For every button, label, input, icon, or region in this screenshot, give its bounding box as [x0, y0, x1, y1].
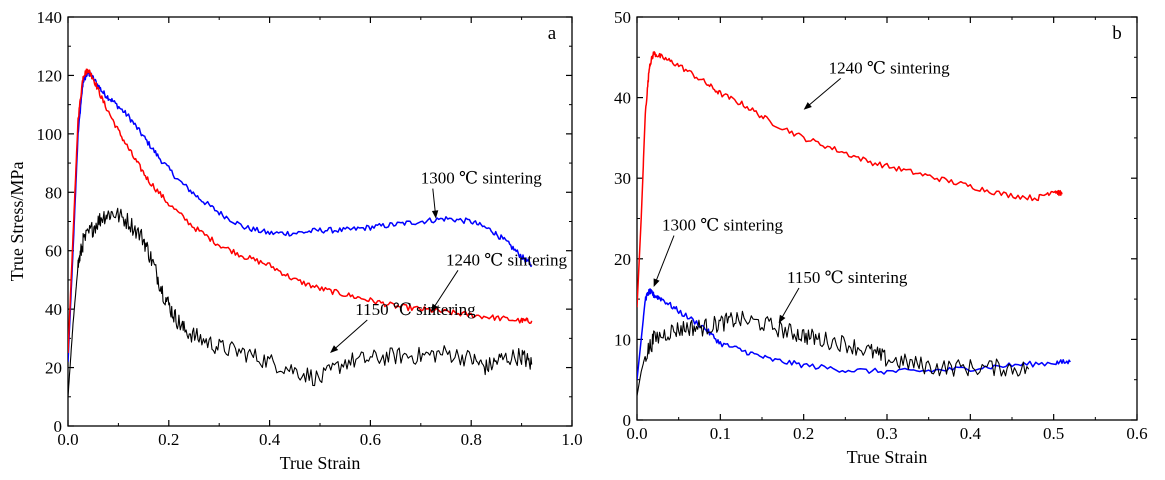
series-line-2 [68, 68, 533, 354]
annotation-arrow-line [653, 235, 675, 286]
x-axis-title: True Strain [847, 447, 928, 467]
curve-annotation-2: 1300 ℃ sintering [662, 216, 784, 235]
plot-frame [67, 16, 573, 427]
x-tick-label: 0.2 [158, 430, 179, 449]
curve-annotation-3: 1150 ℃ sintering [355, 300, 476, 319]
x-tick-label: 0.1 [710, 424, 731, 443]
panel-letter: a [548, 23, 557, 44]
panel-letter: b [1112, 23, 1122, 44]
x-tick-label: 0.0 [57, 430, 78, 449]
x-tick-label: 0.4 [259, 430, 281, 449]
annotation-arrowhead [330, 345, 339, 353]
annotation-arrow-line [804, 78, 841, 109]
x-tick-label: 0.6 [1126, 424, 1147, 443]
y-tick-label: 40 [614, 89, 631, 108]
x-tick-label: 0.3 [876, 424, 897, 443]
annotation-arrowhead [430, 303, 438, 313]
curve-annotation-3: 1150 ℃ sintering [787, 268, 908, 287]
series-line-1 [637, 51, 1063, 308]
annotation-arrow-line [431, 270, 459, 311]
curve-annotation-1: 1300 ℃ sintering [421, 169, 543, 188]
y-tick-label: 80 [45, 183, 62, 202]
y-tick-label: 50 [614, 8, 631, 27]
y-tick-label: 120 [37, 66, 63, 85]
series-line-3 [637, 310, 1030, 396]
y-tick-label: 40 [45, 300, 62, 319]
x-tick-label: 0.6 [360, 430, 381, 449]
y-tick-label: 100 [37, 125, 63, 144]
y-axis-title: True Stress/MPa [7, 162, 27, 282]
annotation-arrowhead [803, 102, 812, 110]
annotation-arrowhead [431, 210, 439, 219]
y-tick-label: 0 [54, 417, 63, 436]
annotation-arrow-line [779, 287, 800, 322]
y-tick-label: 30 [614, 169, 631, 188]
series-line-3 [68, 207, 533, 397]
annotation-arrowhead [653, 278, 660, 288]
x-tick-label: 0.5 [1043, 424, 1064, 443]
y-tick-label: 0 [623, 411, 632, 430]
x-tick-label: 0.2 [793, 424, 814, 443]
y-tick-label: 10 [614, 330, 631, 349]
x-axis-title: True Strain [280, 453, 361, 473]
y-tick-label: 20 [614, 250, 631, 269]
x-tick-label: 1.0 [561, 430, 582, 449]
annotation-arrow-line [331, 319, 368, 353]
panel-b-chart: 0.0 0.1 0.2 0.3 0.4 0.5 0.6 0 10 20 30 40 50 True Str… [614, 8, 1148, 467]
annotation-arrowhead [778, 314, 786, 324]
series-line-2 [637, 288, 1071, 380]
curve-annotation-1: 1240 ℃ sintering [829, 58, 951, 77]
curve-annotation-2: 1240 ℃ sintering [446, 250, 568, 269]
panel-a-chart: 0.0 0.2 0.4 0.6 0.8 1.0 0 20 40 60 80 100 120 140 True… [7, 8, 583, 473]
y-tick-label: 20 [45, 359, 62, 378]
x-tick-label: 0.0 [626, 424, 647, 443]
y-tick-label: 60 [45, 242, 62, 261]
x-tick-label: 0.8 [461, 430, 482, 449]
y-tick-label: 140 [37, 8, 63, 27]
x-tick-label: 0.4 [960, 424, 982, 443]
